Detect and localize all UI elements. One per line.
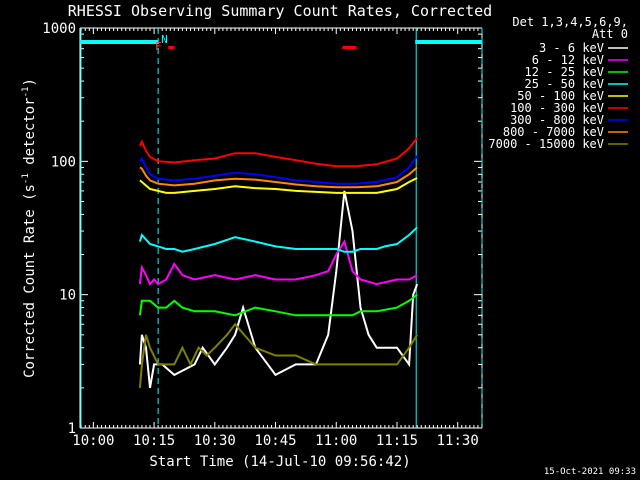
legend-label: 7000 - 15000 keV [488,137,604,151]
x-tick-label: 11:00 [315,433,357,449]
series-line [140,295,417,316]
y-tick-label: 1000 [42,21,76,37]
x-tick-label: 10:30 [194,433,236,449]
x-tick-label: 10:15 [133,433,175,449]
series-line [140,324,417,388]
series-lines [140,138,417,388]
series-line [140,191,417,388]
legend-header-line-2: Att 0 [592,27,628,41]
attenuator-bar [80,40,158,44]
x-tick-label: 10:45 [254,433,296,449]
timestamp: 15-Oct-2021 09:33 [544,467,636,477]
attenuator-bar [415,40,482,44]
y-tick-labels: 1 10 100 1000 [42,21,76,437]
flare-marker [168,46,174,49]
x-axis-label: Start Time (14-Jul-10 09:56:42) [149,454,410,470]
flare-marker [342,46,356,49]
region-label: F [155,40,162,53]
series-line [140,242,417,285]
series-line [140,227,417,251]
x-tick-label: 10:00 [72,433,114,449]
y-tick-label: 10 [59,288,76,304]
x-tick-label: 11:30 [437,433,479,449]
series-line [140,138,417,166]
x-tick-labels: 10:00 10:15 10:30 10:45 11:00 11:15 11:30 [72,433,479,449]
axis-ticks [80,28,482,428]
region-label: N [161,33,168,46]
chart-title: RHESSI Observing Summary Count Rates, Co… [68,2,492,20]
series-line [140,156,417,184]
x-tick-label: 11:15 [376,433,418,449]
y-tick-label: 1 [68,421,76,437]
flare-markers [168,46,356,49]
y-tick-label: 100 [51,154,76,170]
attenuator-bars [80,40,482,44]
plot-frame [80,28,482,428]
region-labels: NF [155,33,168,53]
y-axis-label: Corrected Count Rate (s-1 detector-1) [21,78,38,378]
